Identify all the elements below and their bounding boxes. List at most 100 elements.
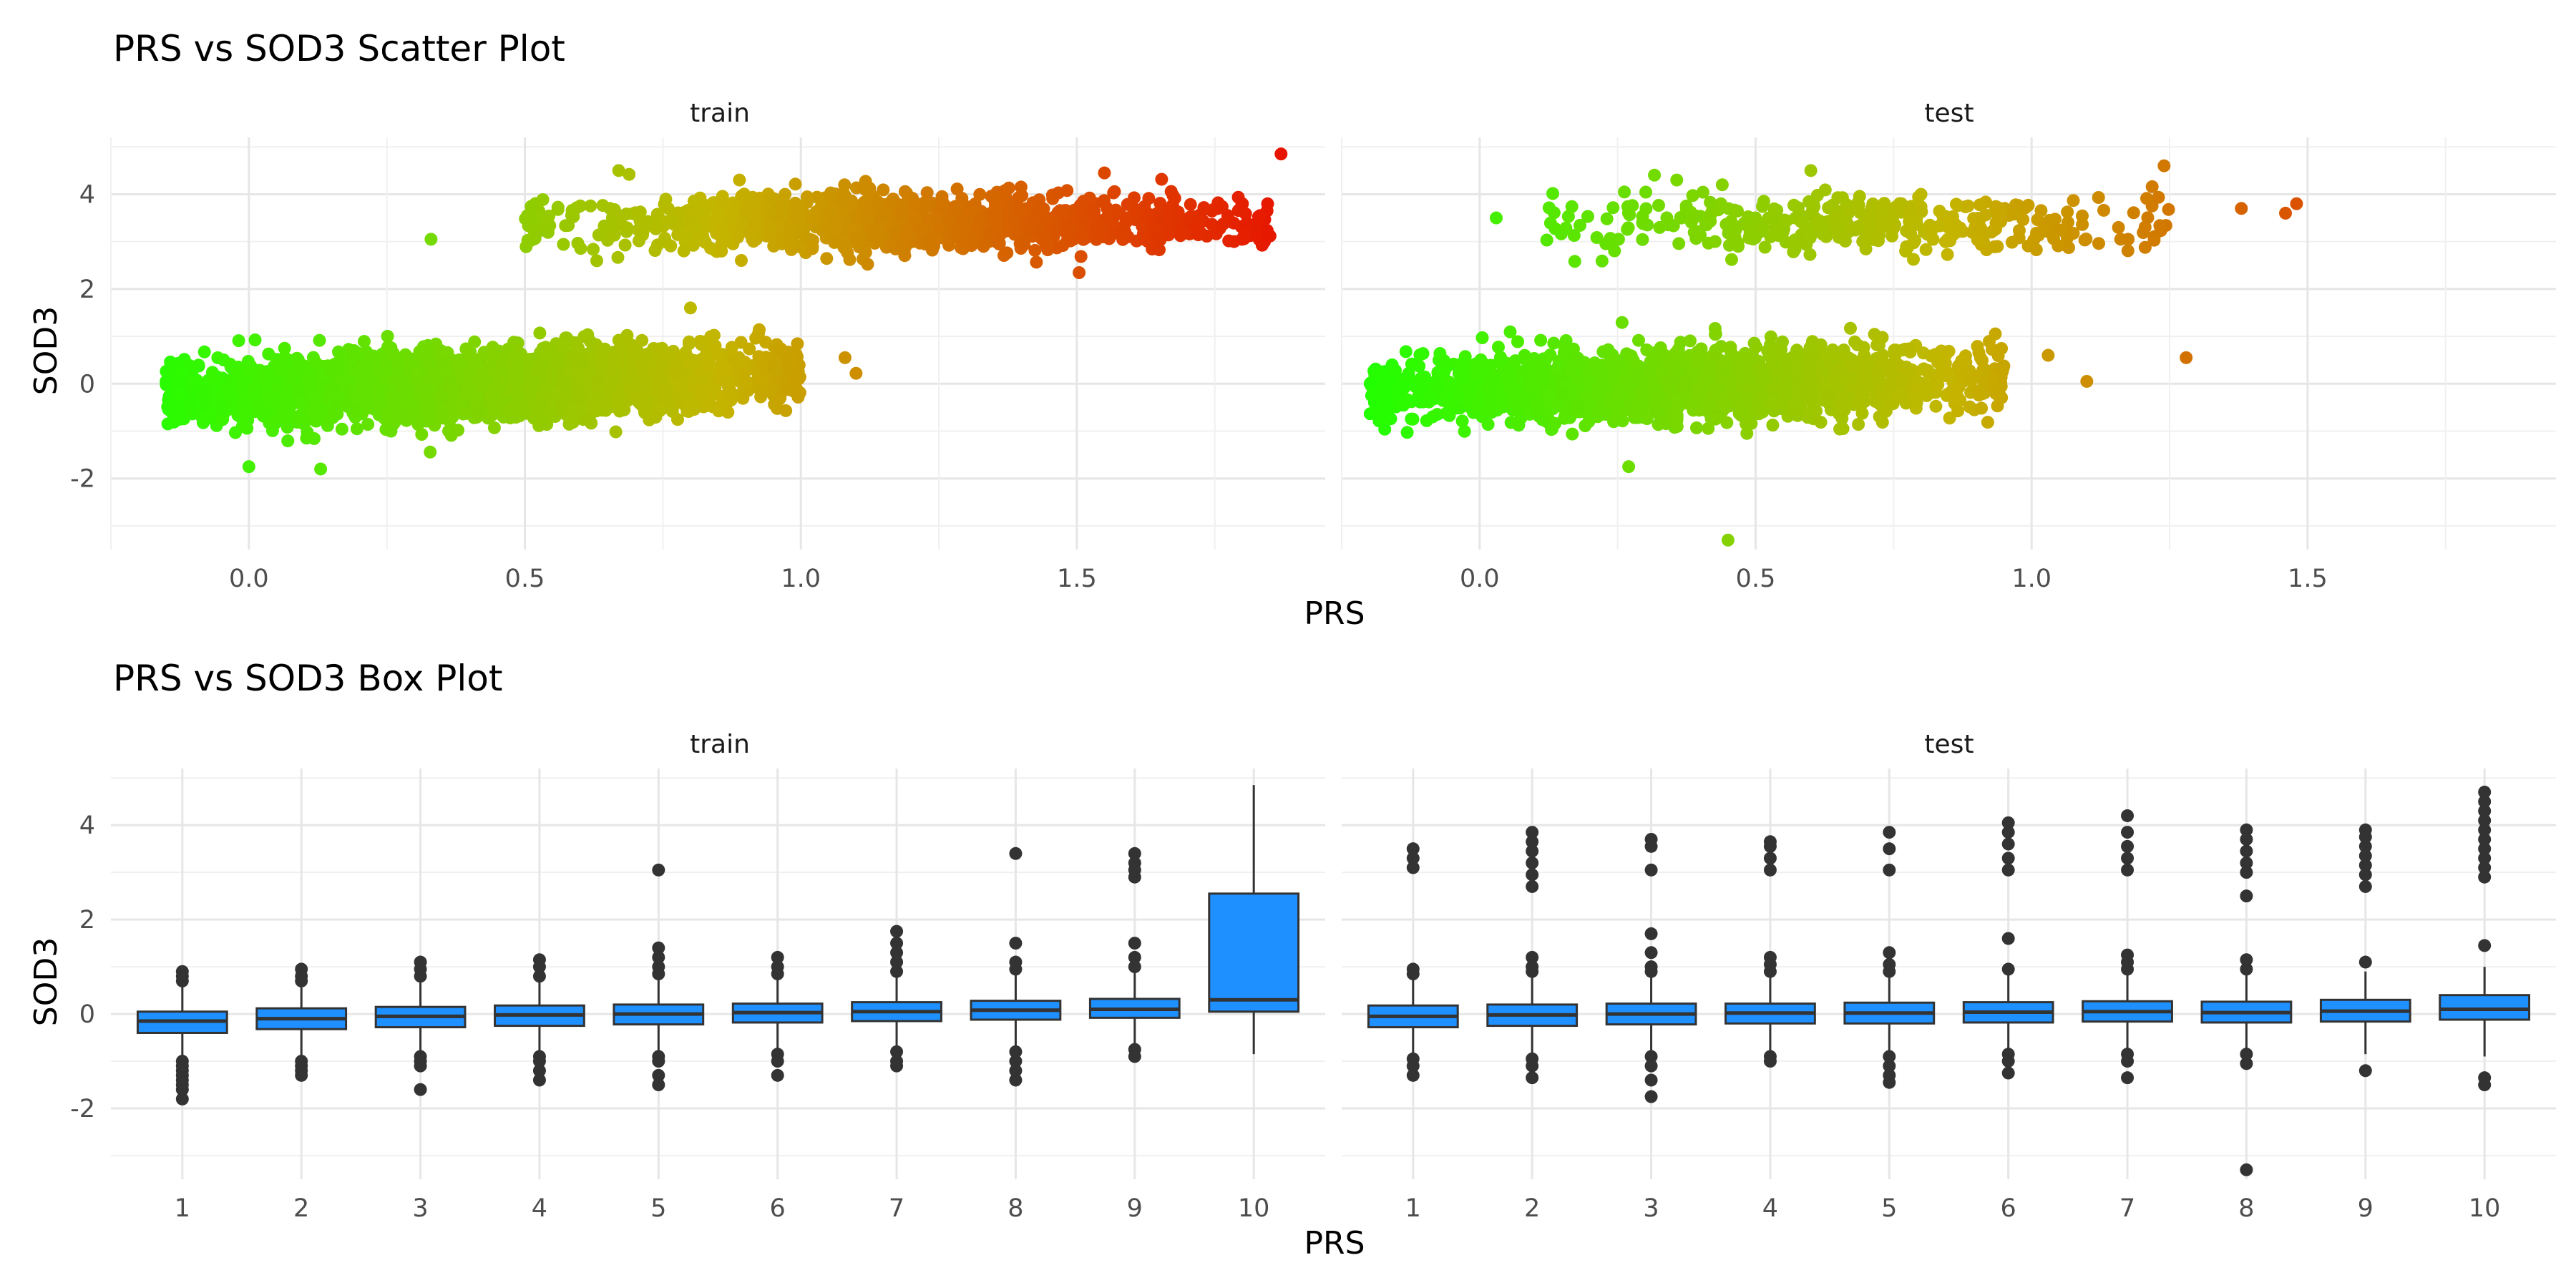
- scatter-point: [574, 242, 587, 255]
- scatter-point: [1215, 200, 1229, 213]
- scatter-point: [534, 401, 547, 415]
- scatter-point: [401, 359, 415, 373]
- scatter-point: [197, 345, 211, 358]
- scatter-point: [551, 200, 565, 214]
- scatter-point: [915, 223, 929, 237]
- scatter-point: [192, 358, 205, 372]
- scatter-point: [608, 354, 622, 368]
- scatter-point: [660, 349, 674, 363]
- scatter-point: [683, 301, 697, 315]
- scatter-point: [536, 193, 550, 206]
- scatter-point: [977, 240, 990, 253]
- scatter-point: [305, 374, 318, 388]
- scatter-point: [347, 402, 361, 416]
- scatter-point: [309, 414, 323, 428]
- scatter-point: [1166, 189, 1180, 203]
- scatter-point: [347, 346, 361, 359]
- scatter-point: [1136, 220, 1149, 233]
- scatter-point: [633, 205, 647, 219]
- scatter-point: [779, 404, 793, 417]
- scatter-point: [824, 206, 838, 220]
- scatter-point: [746, 233, 759, 246]
- scatter-point: [759, 336, 773, 349]
- scatter-point: [824, 186, 837, 200]
- scatter-point: [534, 360, 547, 374]
- scatter-point: [620, 225, 633, 238]
- scatter-point: [784, 238, 797, 251]
- scatter-point: [281, 434, 295, 448]
- scatter-point: [1090, 220, 1103, 234]
- scatter-point: [282, 395, 296, 409]
- scatter-point: [587, 243, 600, 256]
- scatter-point: [803, 233, 816, 246]
- box-chart-title: PRS vs SOD3 Box Plot: [113, 658, 502, 699]
- scatter-point: [1000, 246, 1014, 260]
- scatter-point: [1814, 416, 1828, 429]
- scatter-point: [1090, 233, 1103, 246]
- scatter-points-test: [1363, 159, 2303, 547]
- scatter-point: [655, 374, 669, 388]
- scatter-point: [752, 350, 766, 364]
- scatter-point: [950, 182, 964, 196]
- scatter-point: [698, 235, 712, 249]
- scatter-point: [774, 342, 787, 356]
- scatter-point: [238, 408, 252, 421]
- scatter-point: [612, 164, 625, 177]
- scatter-point: [843, 253, 857, 266]
- scatter-point: [838, 195, 852, 209]
- scatter-point: [970, 225, 983, 238]
- scatter-point: [600, 401, 614, 414]
- scatter-point: [581, 328, 595, 341]
- scatter-point: [398, 384, 411, 398]
- scatter-point: [849, 366, 863, 380]
- scatter-point: [1191, 228, 1205, 242]
- scatter-point: [232, 334, 245, 348]
- scatter-point: [272, 379, 286, 393]
- scatter-point: [564, 415, 577, 429]
- scatter-point: [419, 383, 432, 396]
- scatter-point: [1400, 426, 1414, 439]
- scatter-point: [584, 199, 597, 213]
- scatter-point: [570, 354, 583, 368]
- scatter-point: [358, 335, 371, 348]
- scatter-point: [384, 408, 398, 421]
- scatter-point: [183, 395, 197, 409]
- scatter-point: [754, 374, 768, 388]
- scatter-point: [682, 405, 696, 418]
- scatter-point: [552, 358, 565, 371]
- scatter-point: [256, 409, 270, 423]
- scatter-point: [1014, 180, 1028, 194]
- box-y-axis-title: SOD3: [28, 937, 64, 1026]
- scatter-point: [712, 404, 726, 418]
- scatter-point: [763, 223, 776, 236]
- scatter-point: [242, 460, 255, 474]
- scatter-point: [321, 394, 334, 406]
- scatter-point: [336, 371, 350, 385]
- scatter-point: [484, 390, 498, 403]
- scatter-point: [829, 219, 842, 233]
- scatter-point: [649, 411, 663, 424]
- scatter-point: [261, 379, 275, 393]
- scatter-point: [381, 329, 394, 343]
- scatter-point: [596, 354, 610, 368]
- scatter-point: [399, 399, 413, 412]
- scatter-point: [361, 418, 375, 431]
- scatter-y-tick-label: 0: [79, 370, 95, 399]
- scatter-point: [200, 383, 213, 396]
- scatter-point: [660, 215, 673, 228]
- scatter-point: [884, 195, 897, 209]
- scatter-point: [687, 195, 701, 208]
- scatter-point: [1115, 225, 1128, 238]
- scatter-point: [890, 225, 904, 238]
- scatter-point: [308, 431, 321, 445]
- scatter-point: [985, 190, 998, 203]
- scatter-x-axis-title: PRS: [1304, 595, 1365, 632]
- scatter-point: [703, 358, 716, 372]
- scatter-point: [838, 351, 852, 364]
- scatter-point: [1030, 255, 1043, 269]
- scatter-point: [574, 368, 587, 381]
- scatter-point: [615, 209, 628, 223]
- scatter-point: [1057, 208, 1070, 221]
- scatter-point: [235, 380, 248, 393]
